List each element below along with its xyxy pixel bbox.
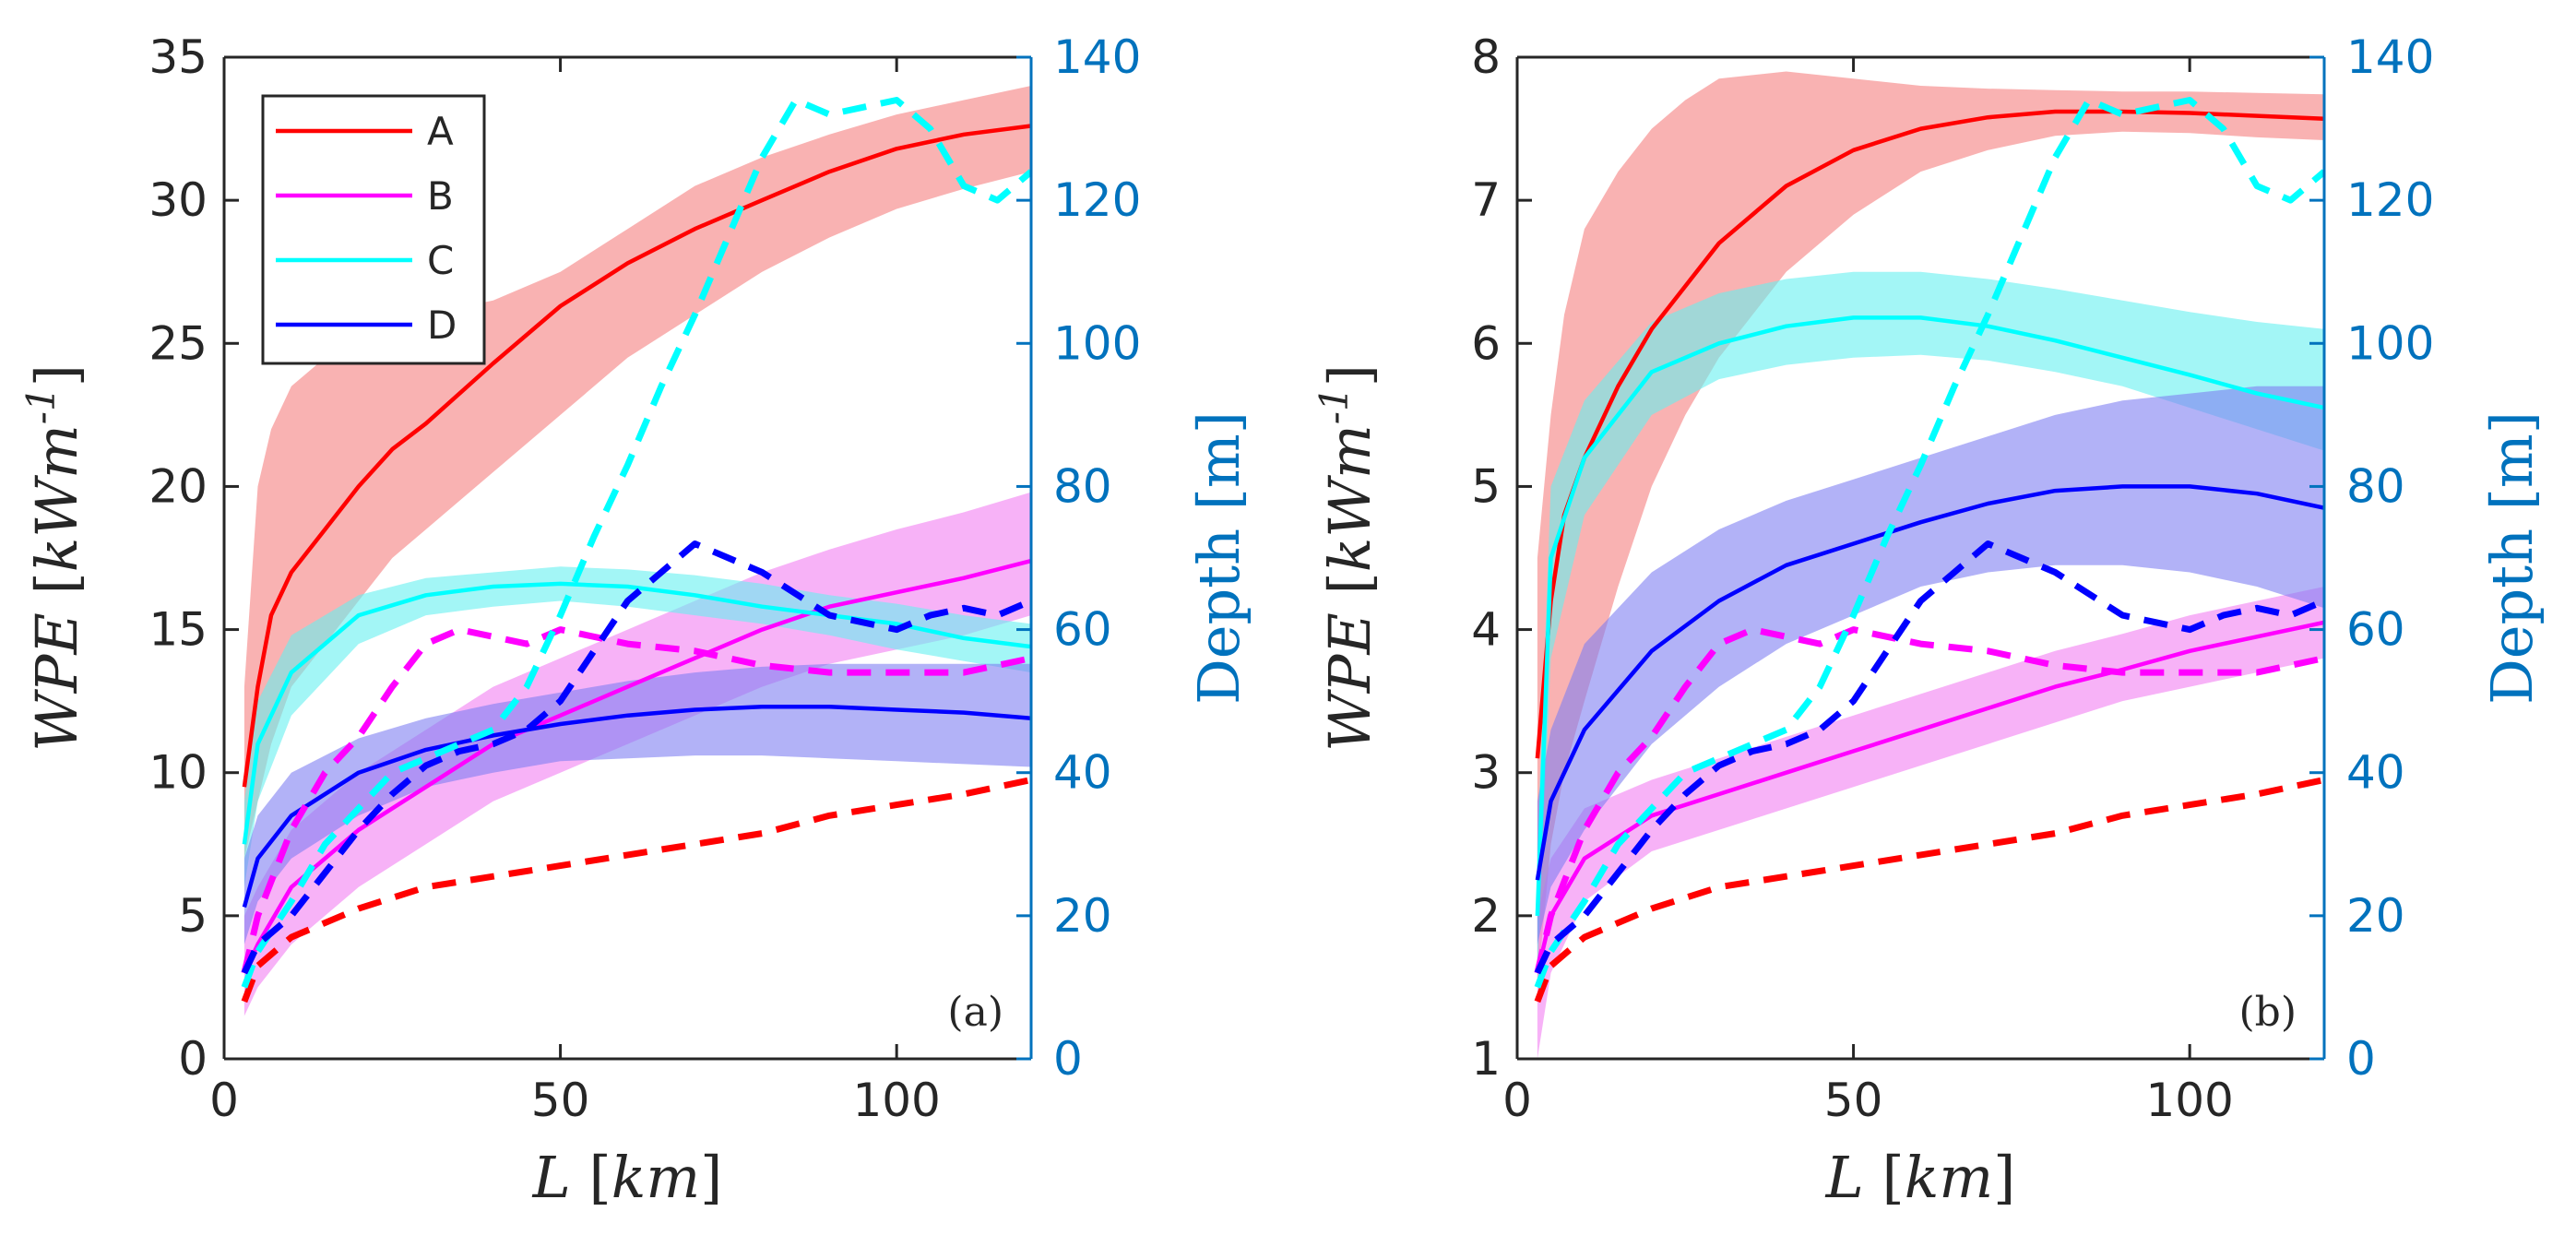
y-tick-label: 5 bbox=[1471, 459, 1501, 513]
y2-tick-label: 140 bbox=[2346, 30, 2434, 84]
x-axis-var: L bbox=[1825, 1144, 1882, 1211]
y2-tick-label: 80 bbox=[2346, 459, 2405, 513]
x-axis-bracket-close: ] bbox=[700, 1144, 722, 1211]
depth-line-D bbox=[1534, 540, 2324, 975]
wpe-line-A bbox=[242, 124, 1031, 788]
y-axis-bracket-open: [ bbox=[1316, 572, 1383, 594]
y-tick-label: 5 bbox=[178, 889, 208, 943]
band-D bbox=[243, 663, 1031, 944]
wpe-line-B bbox=[1535, 620, 2324, 974]
y-tick-label: 25 bbox=[148, 316, 208, 370]
legend-box bbox=[261, 94, 486, 365]
y-tick-label: 6 bbox=[1471, 316, 1501, 370]
band-D bbox=[1537, 386, 2324, 944]
y-axis-bracket-close: ] bbox=[1316, 364, 1383, 386]
y2-tick-label: 40 bbox=[1053, 746, 1112, 800]
x-axis-var: L bbox=[532, 1144, 589, 1211]
y-tick-label: 4 bbox=[1471, 603, 1501, 657]
legend-label-B: B bbox=[427, 173, 454, 219]
legend-label-D: D bbox=[427, 303, 457, 348]
y2-tick-label: 0 bbox=[1053, 1032, 1083, 1086]
y-tick-label: 10 bbox=[148, 746, 208, 800]
y-tick-label: 35 bbox=[148, 30, 208, 84]
panel-label: (a) bbox=[947, 989, 1003, 1036]
x-axis-bracket-close: ] bbox=[1993, 1144, 2015, 1211]
depth-line-C bbox=[241, 97, 1031, 989]
y-axis-bracket-close: ] bbox=[23, 364, 90, 386]
y2-axis-label: Depth [m] bbox=[2478, 411, 2546, 705]
y-axis-label: WPE [kWm-1] bbox=[1312, 364, 1383, 752]
y-tick-label: 3 bbox=[1471, 746, 1501, 800]
x-axis-bracket-open: [ bbox=[589, 1144, 611, 1211]
legend-label-C: C bbox=[427, 238, 454, 283]
y-axis-var: WPE bbox=[1316, 595, 1383, 752]
y2-tick-label: 100 bbox=[1053, 316, 1141, 370]
y2-tick-label: 120 bbox=[1053, 173, 1141, 227]
depth-line-B bbox=[241, 626, 1031, 974]
y-tick-label: 30 bbox=[148, 173, 208, 227]
x-tick-label: 50 bbox=[1824, 1074, 1883, 1127]
y2-tick-label: 0 bbox=[2346, 1032, 2376, 1086]
y-axis-bracket-open: [ bbox=[23, 572, 90, 594]
y-tick-label: 20 bbox=[148, 459, 208, 513]
plot-area bbox=[241, 86, 1031, 1016]
x-axis-unit: km bbox=[611, 1144, 700, 1211]
panel-label: (b) bbox=[2239, 989, 2297, 1036]
x-axis-label: L [km] bbox=[1825, 1144, 2016, 1211]
y-axis-label: WPE [kWm-1] bbox=[18, 364, 90, 752]
y2-tick-label: 140 bbox=[1053, 30, 1141, 84]
y-tick-label: 2 bbox=[1471, 889, 1501, 943]
y2-tick-label: 100 bbox=[2346, 316, 2434, 370]
y-tick-label: 0 bbox=[178, 1032, 208, 1086]
x-tick-label: 0 bbox=[1502, 1074, 1532, 1127]
y2-axis-label: Depth [m] bbox=[1185, 411, 1252, 705]
depth-line-A bbox=[1534, 777, 2324, 1004]
x-tick-label: 0 bbox=[209, 1074, 239, 1127]
y-tick-label: 7 bbox=[1471, 173, 1501, 227]
y2-tick-label: 40 bbox=[2346, 746, 2405, 800]
y-tick-label: 1 bbox=[1471, 1032, 1501, 1086]
y2-tick-label: 60 bbox=[1053, 603, 1112, 657]
x-axis-unit: km bbox=[1905, 1144, 1993, 1211]
wpe-line-C bbox=[1535, 315, 2324, 916]
depth-line-B bbox=[1534, 626, 2324, 974]
y2-tick-label: 80 bbox=[1053, 459, 1112, 513]
band-B bbox=[1537, 587, 2324, 1059]
depth-line-A bbox=[241, 777, 1031, 1004]
band-C bbox=[1537, 271, 2324, 973]
y-tick-label: 15 bbox=[148, 603, 208, 657]
depth-line-D bbox=[241, 540, 1031, 975]
y2-tick-label: 20 bbox=[2346, 889, 2405, 943]
y-tick-label: 8 bbox=[1471, 30, 1501, 84]
chart-panel-a: 0 50 100 0 5 10 15 20 25 30 35 0 20 40 60 80 100 120 140 L … bbox=[18, 30, 1252, 1211]
x-tick-label: 50 bbox=[531, 1074, 590, 1127]
legend-label-A: A bbox=[427, 109, 454, 154]
y-axis-var: WPE bbox=[23, 595, 90, 752]
x-axis-bracket-open: [ bbox=[1882, 1144, 1905, 1211]
y2-tick-label: 60 bbox=[2346, 603, 2405, 657]
x-axis-label: L [km] bbox=[532, 1144, 723, 1211]
wpe-line-C bbox=[242, 581, 1031, 845]
y-axis-unit: kWm bbox=[23, 424, 90, 572]
depth-line-C bbox=[1534, 97, 2324, 989]
y2-tick-label: 20 bbox=[1053, 889, 1112, 943]
y-axis-exponent: -1 bbox=[1312, 386, 1357, 424]
y-axis-unit: kWm bbox=[1316, 424, 1383, 572]
x-tick-label: 100 bbox=[852, 1074, 940, 1127]
plot-area bbox=[1534, 71, 2324, 1059]
y-axis-exponent: -1 bbox=[18, 386, 64, 424]
y2-tick-label: 120 bbox=[2346, 173, 2434, 227]
x-tick-label: 100 bbox=[2145, 1074, 2233, 1127]
